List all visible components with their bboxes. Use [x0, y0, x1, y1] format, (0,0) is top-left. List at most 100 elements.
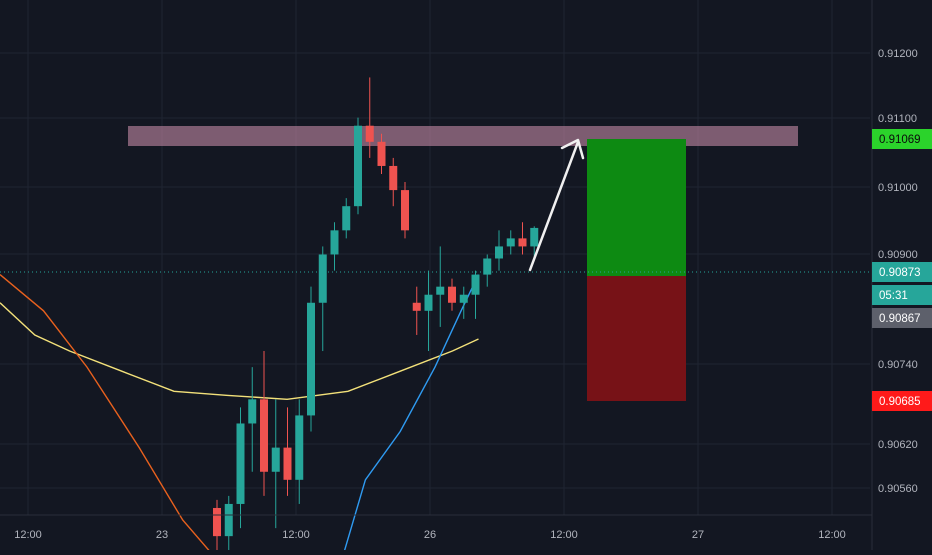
price-tick-label: 0.91000 [878, 182, 918, 194]
candle [307, 286, 315, 432]
time-tick-label: 12:00 [282, 529, 310, 541]
candle-body [307, 302, 315, 416]
candle-body [271, 447, 280, 472]
time-tick-label: 26 [424, 529, 436, 541]
price-tick-label: 0.90900 [878, 249, 918, 261]
entry-price-badge: 0.90867 [872, 308, 932, 328]
candle [330, 222, 339, 271]
candle [518, 222, 527, 255]
entry-price-badge-box [872, 308, 932, 328]
candle-body [459, 294, 468, 303]
candle [342, 198, 351, 239]
candle [236, 407, 245, 529]
time-tick-label: 27 [692, 529, 704, 541]
candle [283, 407, 292, 496]
current-price-badge-box [872, 262, 932, 282]
candle [354, 117, 362, 215]
candle-body [495, 246, 503, 259]
candle [248, 367, 257, 472]
current-price-badge-text: 0.90873 [879, 267, 921, 279]
price-tick-label: 0.90560 [878, 483, 918, 495]
stop-price-badge-box [872, 391, 932, 411]
candle-body [471, 274, 480, 295]
candle [271, 399, 280, 529]
arrow-shaft [528, 140, 580, 272]
candle [377, 133, 386, 174]
countdown-badge: 05:31 [872, 285, 932, 305]
time-axis[interactable]: 12:00 23 12:00 26 12:00 27 12:00 [0, 514, 872, 541]
candle [495, 230, 503, 271]
candle-body [260, 399, 268, 472]
candle-body [365, 125, 374, 142]
price-tick-label: 0.90620 [878, 439, 918, 451]
candle [401, 182, 409, 239]
candles [213, 77, 539, 555]
position-tool[interactable] [587, 139, 686, 401]
candle-body [401, 190, 409, 231]
candle [260, 351, 268, 496]
candle-body [530, 227, 539, 247]
candle-body [506, 238, 515, 247]
price-tick-label: 0.91200 [878, 48, 918, 60]
candle [318, 246, 327, 352]
stop-price-badge-text: 0.90685 [879, 396, 921, 408]
ma-slow-line [0, 302, 479, 401]
entry-price-badge-text: 0.90867 [879, 313, 921, 325]
candle-body [424, 294, 433, 311]
candle [471, 270, 480, 319]
candle [506, 230, 515, 255]
price-badges: 0.91069 0.90873 05:31 0.90867 0.90685 [872, 129, 932, 411]
candle [448, 278, 456, 311]
countdown-badge-box [872, 285, 932, 305]
candle [459, 286, 468, 319]
candle-body [213, 507, 221, 537]
candle-body [248, 399, 257, 424]
ma-fast-line [0, 274, 214, 555]
candle [530, 226, 539, 259]
time-tick-label: 12:00 [818, 529, 846, 541]
candle-body [330, 230, 339, 255]
candle [424, 270, 433, 352]
target-price-badge: 0.91069 [872, 129, 932, 149]
time-tick-label: 12:00 [550, 529, 578, 541]
target-price-badge-box [872, 129, 932, 149]
candle-body [318, 254, 327, 303]
candle [365, 77, 374, 158]
candle-body [354, 125, 362, 207]
candle-body [448, 286, 456, 303]
candle [295, 399, 304, 504]
candle [483, 254, 492, 287]
stop-price-badge: 0.90685 [872, 391, 932, 411]
candle-body [412, 302, 421, 311]
price-tick-label: 0.91100 [878, 113, 917, 125]
candle-body [518, 238, 527, 247]
price-tick-label: 0.90740 [878, 359, 918, 371]
candle-body [224, 503, 233, 537]
candle-body [483, 258, 492, 275]
profit-zone [587, 139, 686, 276]
loss-zone [587, 276, 686, 401]
candle-body [295, 415, 304, 480]
time-tick-label: 23 [156, 529, 168, 541]
candle-body [389, 165, 398, 191]
candle [412, 286, 421, 335]
time-tick-label: 12:00 [14, 529, 42, 541]
candle-body [283, 447, 292, 480]
current-price-badge: 0.90873 [872, 262, 932, 282]
candle [213, 499, 221, 553]
target-price-badge-text: 0.91069 [879, 134, 921, 146]
resistance-zone [128, 126, 798, 146]
candle [436, 246, 445, 327]
candle-body [236, 423, 245, 504]
overlay-layer [0, 138, 870, 273]
resistance-zone-layer [128, 126, 798, 146]
countdown-badge-text: 05:31 [879, 290, 908, 302]
candle-body [436, 286, 445, 295]
arrow-head [560, 138, 585, 160]
candle [389, 157, 398, 207]
candle-body [377, 141, 386, 166]
candle-body [342, 206, 351, 231]
